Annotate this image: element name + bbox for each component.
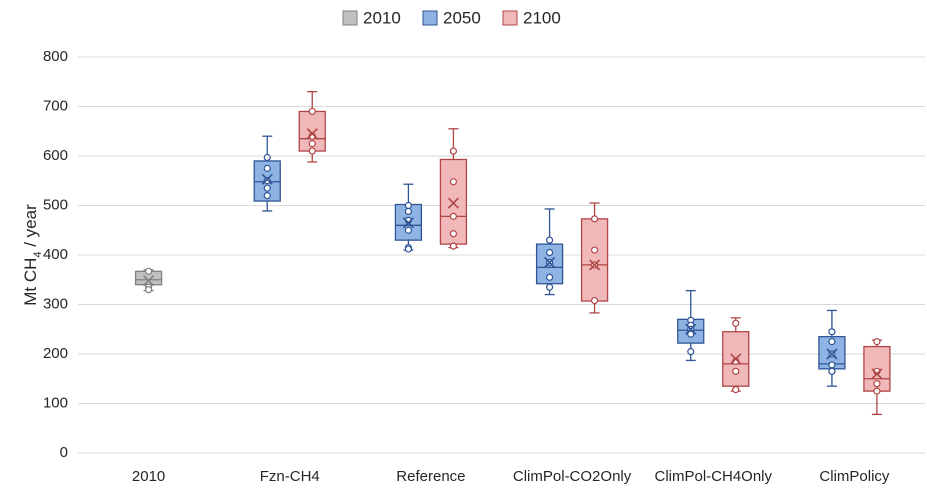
point: [263, 192, 271, 200]
point: [545, 283, 554, 291]
point: [687, 347, 695, 356]
point: [263, 164, 271, 172]
point: [590, 215, 599, 223]
point: [404, 201, 413, 210]
x-tick-label: ClimPolicy: [819, 468, 890, 485]
point: [590, 296, 599, 305]
y-tick-label: 100: [43, 394, 68, 411]
x-tick-label: 2010: [132, 468, 165, 485]
y-tick-label: 300: [43, 295, 68, 312]
x-tick-label: Fzn-CH4: [260, 468, 320, 485]
point: [404, 245, 413, 253]
point: [308, 107, 316, 116]
legend-label: 2100: [523, 8, 561, 27]
point: [828, 361, 836, 369]
y-tick-label: 0: [60, 444, 68, 461]
mean-marker: [544, 256, 556, 268]
point: [732, 367, 740, 375]
x-tick-label: Reference: [396, 468, 465, 485]
legend-label: 2050: [443, 8, 481, 27]
point: [308, 140, 316, 148]
mean-marker: [402, 217, 414, 229]
legend-label: 2010: [363, 8, 401, 27]
point: [144, 286, 153, 294]
y-label-part: Mt CH: [21, 258, 40, 306]
point: [449, 242, 458, 250]
y-tick-label: 500: [43, 196, 68, 213]
point: [449, 178, 458, 186]
y-axis-label: Mt CH4 / year: [21, 204, 43, 306]
point: [590, 246, 599, 254]
y-label-sub: 4: [32, 251, 44, 257]
point: [263, 153, 271, 162]
legend-swatch: [422, 10, 438, 26]
y-tick-label: 200: [43, 345, 68, 362]
mean-marker: [143, 275, 155, 287]
point: [263, 177, 271, 185]
point: [545, 273, 554, 281]
point: [873, 380, 881, 388]
mean-marker: [447, 197, 459, 209]
y-label-part: / year: [21, 204, 40, 252]
y-tick-label: 600: [43, 147, 68, 164]
mean-marker: [261, 173, 273, 185]
point: [873, 338, 881, 346]
point: [828, 367, 836, 375]
y-tick-label: 800: [43, 48, 68, 65]
point: [308, 147, 316, 155]
point: [263, 184, 271, 192]
point: [545, 248, 554, 257]
point: [873, 387, 881, 395]
box: [580, 218, 609, 302]
mean-marker: [685, 323, 697, 335]
point: [449, 147, 458, 155]
point: [144, 267, 153, 275]
legend-swatch: [342, 10, 358, 26]
mean-marker: [589, 259, 601, 271]
point: [404, 207, 413, 216]
point: [732, 319, 740, 327]
legend-swatch: [502, 10, 518, 26]
mean-marker: [306, 128, 318, 140]
point: [545, 236, 554, 244]
y-tick-label: 700: [43, 97, 68, 114]
y-tick-label: 400: [43, 246, 68, 263]
point: [687, 330, 695, 338]
point: [449, 230, 458, 238]
x-tick-label: ClimPol-CH4Only: [654, 468, 772, 485]
point: [828, 338, 836, 346]
point: [732, 386, 740, 394]
mean-marker: [871, 368, 883, 380]
box: [439, 158, 468, 245]
point: [449, 212, 458, 220]
point: [404, 226, 413, 234]
point: [828, 328, 836, 336]
mean-marker: [826, 348, 838, 360]
x-tick-label: ClimPol-CO2Only: [513, 468, 632, 485]
mean-marker: [730, 353, 742, 365]
